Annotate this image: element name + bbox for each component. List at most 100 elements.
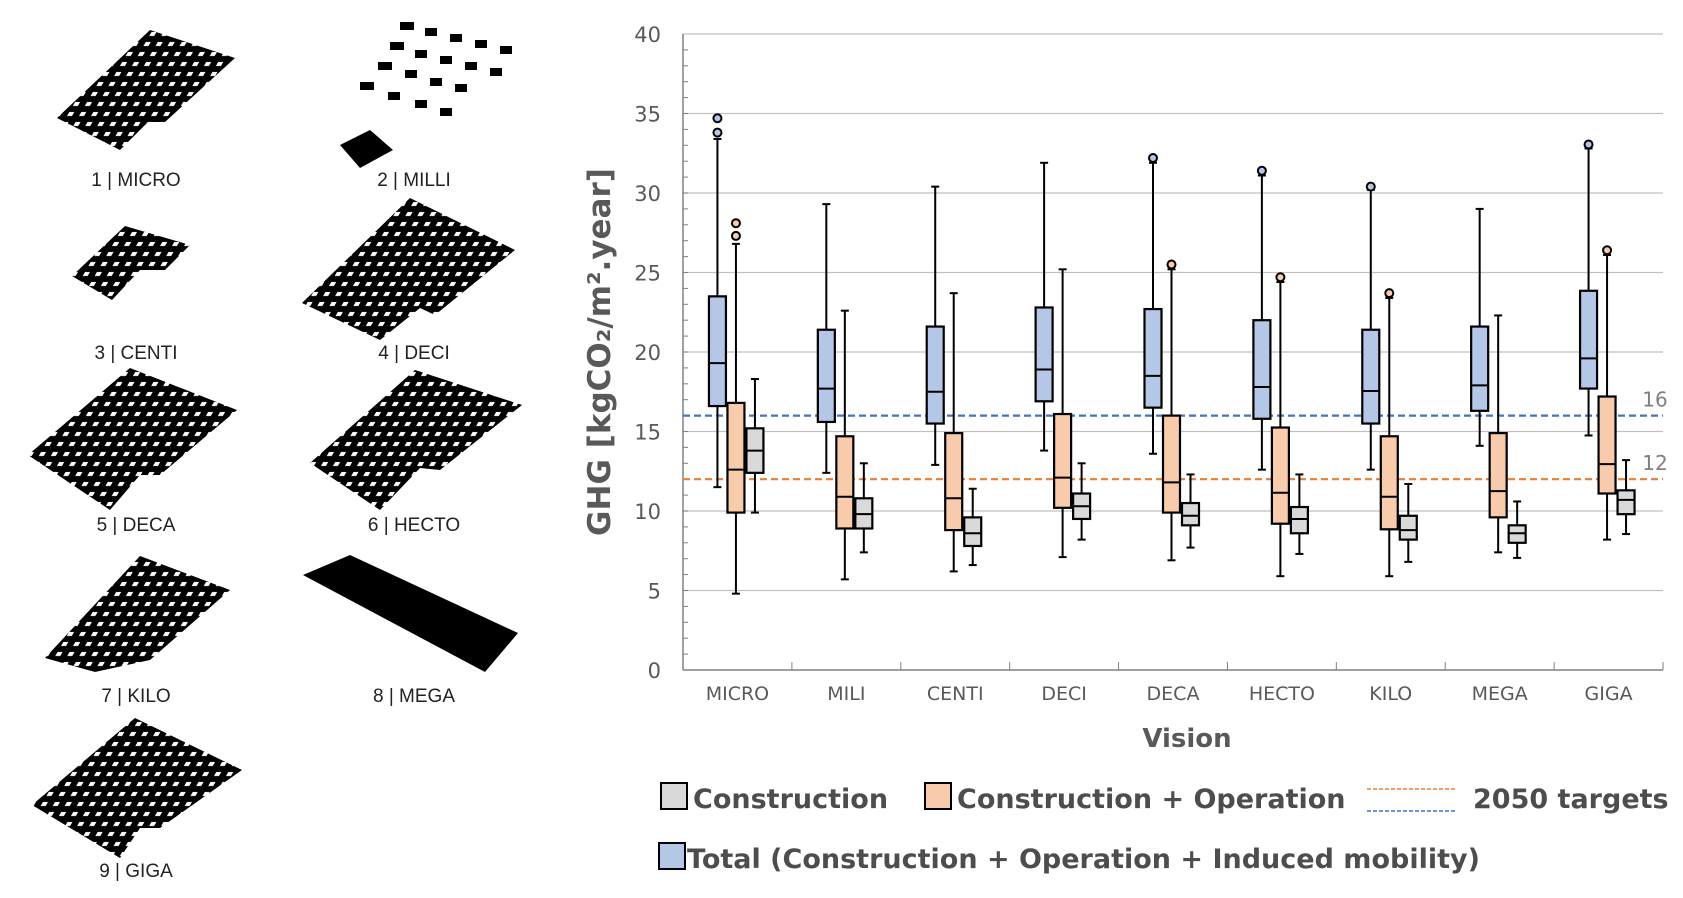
thumbnail-label: 7 | KILO xyxy=(101,686,171,707)
box-iqr xyxy=(707,295,728,408)
box-iqr xyxy=(1180,501,1201,527)
x-tick-label: MEGA xyxy=(1472,683,1528,705)
legend-label-construction-operation: Construction + Operation xyxy=(957,784,1346,815)
box-iqr xyxy=(1597,395,1617,495)
y-tick-label: 40 xyxy=(634,23,661,47)
box-construction-operation-kilo xyxy=(1379,288,1399,578)
target-label-12: 12 xyxy=(1642,451,1667,475)
legend: Construction Construction + Operation 20… xyxy=(658,782,1669,875)
box-construction-operation-deci xyxy=(1053,268,1073,559)
box-construction-operation-micro xyxy=(726,218,746,595)
outlier-point xyxy=(730,218,741,229)
box-construction-mega xyxy=(1507,500,1527,559)
y-tick-label: 5 xyxy=(648,580,661,604)
box-construction-operation-centi xyxy=(944,292,964,573)
box-total-centi xyxy=(925,185,945,466)
box-total-deca xyxy=(1143,153,1163,455)
box-total-hecto xyxy=(1252,165,1272,471)
box-iqr xyxy=(963,516,983,548)
y-tick-label: 15 xyxy=(634,421,661,445)
x-tick-label: KILO xyxy=(1369,683,1412,705)
thumbnail-label: 5 | DECA xyxy=(96,515,176,536)
legend-swatch-construction xyxy=(660,782,688,810)
y-tick-label: 20 xyxy=(634,341,661,365)
box-construction-micro xyxy=(745,378,765,514)
x-axis-title: Vision xyxy=(1142,724,1231,754)
outlier-point xyxy=(1384,288,1395,299)
thumbnail-kilo xyxy=(45,556,230,672)
x-tick-label: DECI xyxy=(1041,683,1087,705)
box-total-giga xyxy=(1578,139,1599,437)
box-iqr xyxy=(1361,328,1381,425)
box-total-deci xyxy=(1034,161,1054,452)
thumbnail-milli xyxy=(340,22,512,168)
outlier-point xyxy=(1602,245,1613,256)
boxes xyxy=(707,113,1636,595)
box-construction-centi xyxy=(963,487,983,567)
y-tick-label: 0 xyxy=(648,659,661,683)
box-iqr xyxy=(1034,306,1054,403)
box-construction-mili xyxy=(854,462,874,554)
thumbnail-deci xyxy=(302,198,515,340)
thumbnail-label: 8 | MEGA xyxy=(372,686,456,707)
outlier-point xyxy=(712,127,723,138)
box-iqr xyxy=(1289,505,1309,535)
box-iqr xyxy=(1143,307,1163,409)
thumbnail-deca xyxy=(28,368,237,510)
legend-label-construction: Construction xyxy=(693,784,888,815)
thumbnail-micro xyxy=(57,30,235,150)
box-construction-kilo xyxy=(1398,482,1418,563)
legend-swatch-total xyxy=(658,842,686,870)
box-iqr xyxy=(1470,325,1490,412)
outlier-point xyxy=(1583,139,1594,150)
thumbnail-label: 1 | MICRO xyxy=(91,170,181,191)
box-construction-giga xyxy=(1616,459,1636,536)
thumbnail-label: 6 | HECTO xyxy=(367,515,461,536)
box-construction-operation-giga xyxy=(1597,245,1617,541)
y-tick-label: 35 xyxy=(634,103,661,127)
thumbnail-hecto xyxy=(310,370,522,510)
y-tick-label: 25 xyxy=(634,262,661,286)
y-tick-label: 10 xyxy=(634,500,661,524)
outlier-point xyxy=(1256,165,1267,176)
box-total-mili xyxy=(816,203,836,474)
box-construction-operation-mili xyxy=(835,309,855,581)
x-tick-label: CENTI xyxy=(927,683,984,705)
thumbnail-mega xyxy=(303,546,518,672)
box-total-kilo xyxy=(1361,181,1381,471)
outlier-point xyxy=(1148,153,1158,164)
box-iqr xyxy=(1161,414,1182,514)
box-iqr xyxy=(1252,319,1272,420)
box-construction-deca xyxy=(1180,473,1201,549)
box-iqr xyxy=(1488,431,1508,519)
box-total-micro xyxy=(707,113,728,489)
x-tick-label: DECA xyxy=(1147,683,1200,705)
thumbnail-centi xyxy=(72,226,190,300)
box-iqr xyxy=(1053,412,1073,509)
thumbnail-giga xyxy=(32,718,242,858)
outlier-point xyxy=(1166,259,1177,270)
x-tick-label: HECTO xyxy=(1249,683,1315,705)
x-tick-label: MILI xyxy=(827,683,865,705)
box-construction-operation-hecto xyxy=(1270,272,1290,578)
outlier-point xyxy=(730,230,741,241)
outlier-point xyxy=(712,113,723,124)
thumbnail-label: 3 | CENTI xyxy=(94,343,178,364)
x-tick-label: GIGA xyxy=(1585,683,1633,705)
box-iqr xyxy=(1398,514,1418,541)
thumbnail-label: 4 | DECI xyxy=(378,343,450,364)
box-construction-operation-mega xyxy=(1488,314,1508,554)
outlier-point xyxy=(1275,272,1286,283)
target-label-16: 16 xyxy=(1642,388,1667,412)
outlier-point xyxy=(1365,181,1376,192)
box-construction-deci xyxy=(1072,462,1092,541)
legend-label-targets: 2050 targets xyxy=(1473,784,1669,815)
box-construction-operation-deca xyxy=(1161,259,1182,562)
box-iqr xyxy=(925,325,945,425)
box-iqr xyxy=(835,435,855,530)
box-iqr xyxy=(1578,289,1599,390)
box-iqr xyxy=(816,328,836,424)
x-tick-label: MICRO xyxy=(706,683,769,705)
y-tick-label: 30 xyxy=(634,182,661,206)
box-iqr xyxy=(726,401,746,514)
